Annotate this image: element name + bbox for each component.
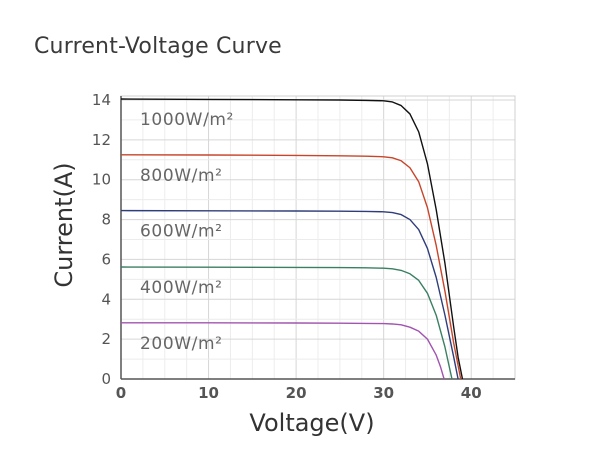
x-tick-label: 40: [461, 384, 482, 402]
axes: [120, 95, 516, 380]
series-line: [120, 266, 453, 380]
series-label: 800W/m²: [140, 166, 223, 186]
x-tick-label: 10: [198, 384, 219, 402]
x-tick-label: 20: [286, 384, 307, 402]
y-tick-label: 6: [101, 250, 111, 268]
series-label: 400W/m²: [140, 278, 223, 298]
x-axis-title: Voltage(V): [249, 409, 374, 437]
y-tick-label: 0: [101, 370, 111, 388]
y-tick-label: 14: [92, 91, 111, 109]
y-tick-label: 8: [101, 211, 111, 229]
series-label: 1000W/m²: [140, 110, 234, 130]
series-label: 200W/m²: [140, 334, 223, 354]
y-tick-label: 4: [101, 290, 111, 308]
series-lines: [120, 98, 464, 380]
series-line: [120, 98, 464, 380]
series-labels: 1000W/m² 800W/m² 600W/m² 400W/m² 200W/m²: [140, 110, 234, 354]
series-label: 600W/m²: [140, 222, 223, 242]
x-tick-label: 0: [116, 384, 126, 402]
y-tick-label: 10: [92, 171, 111, 189]
series-line: [120, 154, 462, 380]
y-axis-title: Current(A): [50, 162, 78, 287]
y-tick-label: 2: [101, 330, 111, 348]
series-line: [120, 209, 459, 380]
series-line: [121, 322, 445, 380]
chart-title: Current-Voltage Curve: [34, 34, 282, 59]
tick-labels: 0 10 20 30 40 0 2 4 6 8 10 12 14: [92, 91, 482, 402]
y-tick-label: 12: [92, 131, 111, 149]
x-tick-label: 30: [373, 384, 394, 402]
